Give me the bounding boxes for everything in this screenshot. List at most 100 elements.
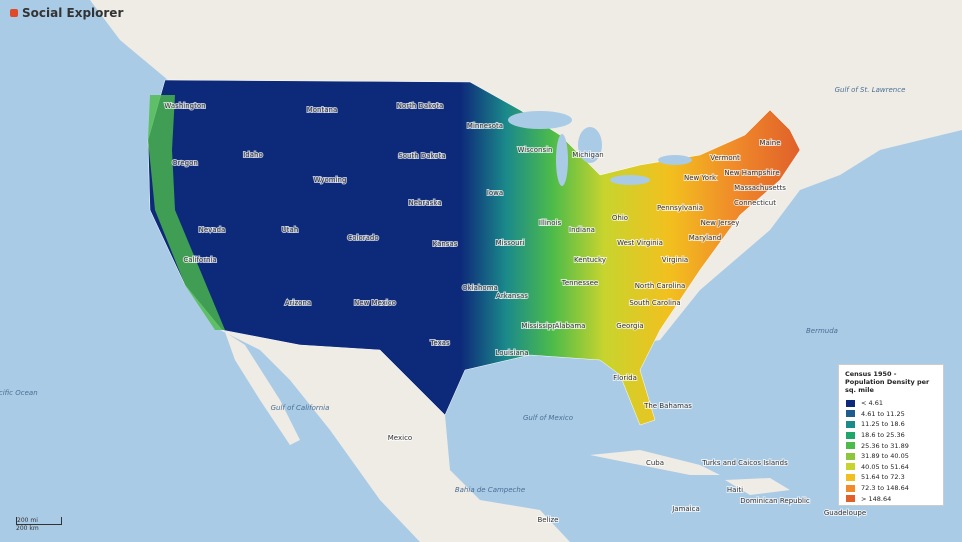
water-label: Gulf of Mexico [523, 414, 573, 422]
place-label: Montana [307, 106, 338, 114]
logo-icon [10, 9, 18, 17]
legend-swatch [845, 398, 856, 408]
legend-item: 40.05 to 51.64 [845, 462, 937, 473]
place-label: Connecticut [734, 199, 776, 207]
legend-label: 40.05 to 51.64 [861, 462, 909, 471]
place-label: Mexico [388, 434, 412, 442]
land-mexico [220, 330, 570, 542]
legend-swatch [845, 472, 856, 482]
legend-label: 51.64 to 72.3 [861, 473, 905, 482]
lake-ontario [658, 155, 692, 165]
place-label: Alabama [555, 322, 586, 330]
legend-item: 18.6 to 25.36 [845, 430, 937, 441]
place-label: Haiti [727, 486, 743, 494]
place-label: Ohio [612, 214, 628, 222]
legend-swatch [845, 419, 856, 429]
legend-label: 31.89 to 40.05 [861, 452, 909, 461]
place-label: Minnesota [467, 122, 503, 130]
place-label: Idaho [243, 151, 263, 159]
cuba [590, 450, 720, 475]
legend-swatch [845, 430, 856, 440]
legend-item: 31.89 to 40.05 [845, 451, 937, 462]
legend-item: 25.36 to 31.89 [845, 440, 937, 451]
place-label: Missouri [496, 239, 525, 247]
legend-item: 4.61 to 11.25 [845, 409, 937, 420]
legend-item: 72.3 to 148.64 [845, 483, 937, 494]
logo[interactable]: Social Explorer [10, 6, 123, 20]
place-label: Georgia [616, 322, 643, 330]
legend-item: 51.64 to 72.3 [845, 472, 937, 483]
legend-label: 72.3 to 148.64 [861, 484, 909, 493]
legend-swatch [845, 494, 856, 504]
place-label: Washington [164, 102, 205, 110]
legend-swatch [845, 441, 856, 451]
place-label: West Virginia [617, 239, 663, 247]
west-coast-band [148, 95, 225, 330]
legend-label: 25.36 to 31.89 [861, 441, 909, 450]
place-label: South Carolina [629, 299, 680, 307]
place-label: Illinois [539, 219, 562, 227]
place-label: Louisiana [495, 349, 528, 357]
legend-label: < 4.61 [861, 399, 883, 408]
place-label: Texas [429, 339, 450, 347]
water-label: Gulf of California [271, 404, 330, 412]
place-label: South Dakota [398, 152, 445, 160]
logo-text: Social Explorer [22, 6, 124, 20]
place-label: Dominican Republic [740, 497, 810, 505]
legend-label: > 148.64 [861, 494, 892, 503]
legend-title: Census 1950 - Population Density per sq.… [845, 370, 930, 394]
scale-line: 200 mi [16, 517, 62, 525]
lake-superior [508, 111, 572, 129]
place-label: New York [684, 174, 717, 182]
place-label: Virginia [662, 256, 688, 264]
scale-km: 200 km [16, 525, 39, 532]
place-label: Jamaica [671, 505, 700, 513]
place-label: North Dakota [397, 102, 444, 110]
place-label: Turks and Caicos Islands [701, 459, 788, 467]
place-label: New Mexico [354, 299, 396, 307]
scale-bar: 200 mi 200 km [16, 517, 62, 532]
hispaniola [725, 478, 790, 495]
place-label: Oregon [172, 159, 198, 167]
place-label: Pennsylvania [657, 204, 703, 212]
legend-swatch [845, 483, 856, 493]
place-label: Wyoming [314, 176, 347, 184]
place-label: Kentucky [574, 256, 606, 264]
place-label: Nebraska [408, 199, 441, 207]
legend-item: > 148.64 [845, 493, 937, 504]
place-label: The Bahamas [643, 402, 692, 410]
place-label: Belize [538, 516, 559, 524]
place-label: Iowa [487, 189, 503, 197]
place-label: Mississippi [521, 322, 558, 330]
place-label: Tennessee [561, 279, 598, 287]
place-label: Cuba [646, 459, 664, 467]
legend-label: 4.61 to 11.25 [861, 409, 905, 418]
place-label: Nevada [199, 226, 226, 234]
place-label: North Carolina [635, 282, 686, 290]
place-label: Arkansas [496, 292, 528, 300]
scale-mi: 200 mi [17, 517, 38, 524]
water-label: Bahia de Campeche [455, 486, 525, 494]
legend-item: 11.25 to 18.6 [845, 419, 937, 430]
place-label: Florida [613, 374, 637, 382]
legend-swatch [845, 451, 856, 461]
legend-swatch [845, 409, 856, 419]
us-density [147, 79, 801, 426]
legend-swatch [845, 462, 856, 472]
place-label: Michigan [572, 151, 603, 159]
legend-label: 11.25 to 18.6 [861, 420, 905, 429]
legend-label: 18.6 to 25.36 [861, 431, 905, 440]
place-label: Maine [759, 139, 780, 147]
legend-item: < 4.61 [845, 398, 937, 409]
place-label: Wisconsin [518, 146, 553, 154]
place-label: Maryland [689, 234, 721, 242]
place-label: Vermont [710, 154, 740, 162]
water-label: Bermuda [806, 327, 838, 335]
place-label: Oklahoma [462, 284, 498, 292]
place-label: Massachusetts [734, 184, 786, 192]
place-label: Colorado [347, 234, 378, 242]
place-label: California [183, 256, 216, 264]
lake-michigan [556, 134, 568, 186]
